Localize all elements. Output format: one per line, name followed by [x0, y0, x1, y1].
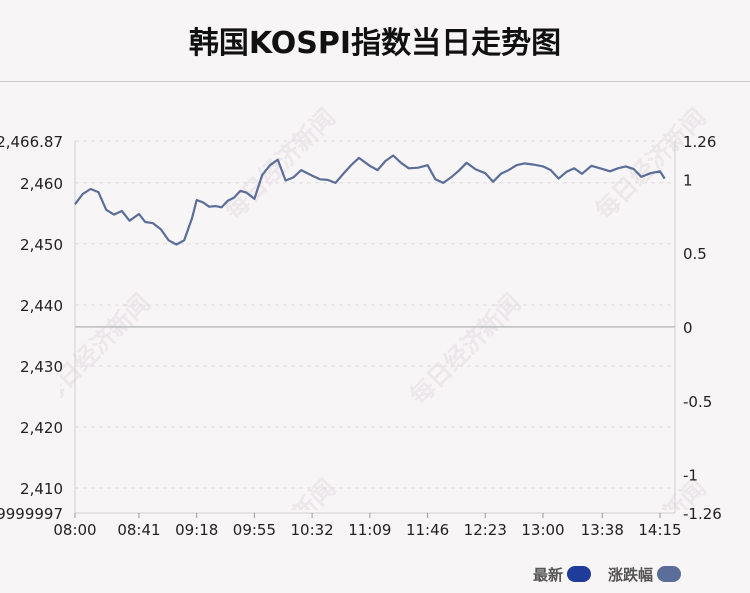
x-tick-label: 09:55	[233, 521, 276, 539]
legend-latest-swatch	[567, 566, 592, 582]
series-group	[74, 154, 666, 246]
y-left-tick-label: 2,466.87	[0, 133, 63, 151]
x-tick-label: 08:41	[117, 521, 160, 539]
chart-title: 韩国KOSPI指数当日走势图	[188, 26, 562, 61]
y-left-tick-label: 2,450	[20, 236, 63, 254]
y-left-tick-label: 2,410	[20, 480, 63, 498]
y-right-tick-label: 1.26	[683, 133, 716, 151]
legend-change-swatch	[657, 566, 682, 582]
x-tick-label: 12:23	[464, 521, 507, 539]
y-right-tick-label: 0	[683, 319, 693, 337]
x-axis-ticks: 08:00 08:41 09:18 09:55 10:32 11:09 11:46 12:23…	[53, 513, 682, 539]
y-right-tick-label: 0.5	[683, 245, 707, 263]
x-tick-label: 09:18	[175, 521, 218, 539]
y-left-bottom-label: 9999997	[0, 505, 63, 523]
axes	[74, 141, 676, 514]
legend-item-change[interactable]: 涨跌幅	[608, 563, 682, 585]
y-left-tick-label: 2,430	[20, 358, 63, 376]
x-tick-label: 11:46	[406, 521, 449, 539]
y-right-tick-label: 1	[683, 171, 693, 189]
x-tick-label: 11:09	[348, 521, 391, 539]
y-right-tick-label: -1	[683, 467, 698, 485]
watermark-pattern	[60, 70, 740, 510]
legend-item-latest[interactable]: 最新	[533, 563, 592, 585]
y-left-tick-label: 2,440	[20, 297, 63, 315]
x-tick-label: 13:38	[581, 521, 624, 539]
x-tick-label: 08:00	[53, 521, 96, 539]
y-right-tick-label: -1.26	[683, 505, 722, 523]
x-tick-label: 13:00	[521, 521, 564, 539]
y-left-tick-label: 2,460	[20, 175, 63, 193]
legend-change-label: 涨跌幅	[608, 565, 654, 584]
y-left-tick-label: 2,420	[20, 419, 63, 437]
x-tick-label: 14:15	[638, 521, 681, 539]
left-axis-ticks: 2,466.87 2,460 2,450 2,440 2,430 2,420 2,410 99…	[0, 133, 63, 523]
x-tick-label: 10:32	[291, 521, 334, 539]
right-axis-ticks: 1.26 1 0.5 0 -0.5 -1 -1.26	[683, 133, 722, 523]
legend-latest-label: 最新	[533, 565, 564, 584]
series-line-change	[74, 154, 666, 246]
y-right-tick-label: -0.5	[683, 393, 712, 411]
